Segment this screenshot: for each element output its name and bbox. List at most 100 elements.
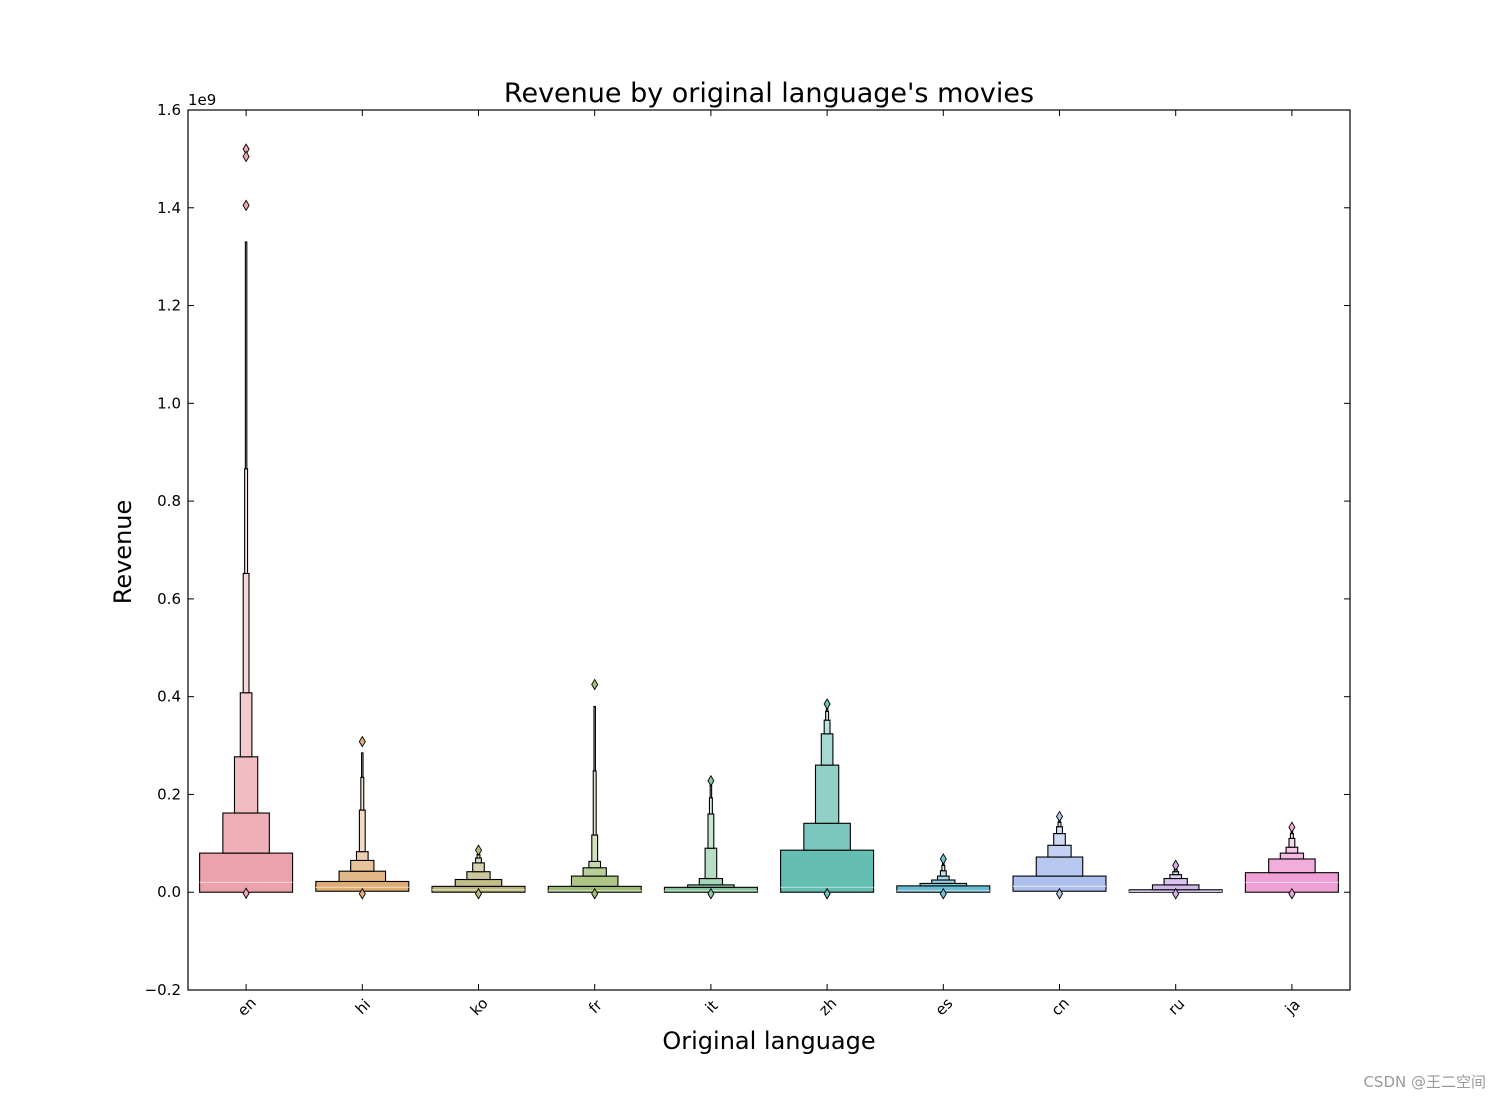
- boxen-box-en-4: [239, 692, 253, 758]
- boxen-box-ru-3: [1163, 877, 1188, 886]
- boxen-group-zh: [780, 698, 875, 900]
- boxen-box-it-3: [698, 877, 724, 886]
- y-tick-label: 0.6: [157, 590, 181, 608]
- boxen-box-it-7: [709, 784, 713, 799]
- boxen-box-zh-2: [803, 822, 851, 851]
- outlier-point-ko: [474, 887, 483, 900]
- boxen-box-zh-4: [820, 733, 834, 766]
- y-axis-title: Revenue: [109, 500, 137, 605]
- x-tick-label-ru: ru: [1164, 995, 1188, 1019]
- outlier-point-hi: [358, 887, 366, 900]
- boxen-box-en-1: [199, 852, 294, 893]
- boxen-box-ja-5: [1288, 837, 1296, 848]
- outlier-point-en: [242, 887, 250, 900]
- x-tick-label-hi: hi: [352, 996, 374, 1018]
- boxen-box-hi-7: [361, 752, 364, 778]
- boxen-group-ko: [431, 844, 526, 900]
- boxen-group-en: [199, 143, 294, 900]
- boxen-group-cn: [1012, 810, 1107, 900]
- x-axis-title: Original language: [662, 1027, 875, 1055]
- boxen-box-cn-2: [1035, 856, 1084, 877]
- boxen-box-en-5: [242, 572, 250, 694]
- x-tick-label-en: en: [234, 994, 260, 1020]
- boxen-box-cn-5: [1056, 826, 1063, 835]
- y-offset-label: 1e9: [188, 91, 216, 109]
- outlier-point-cn: [1055, 810, 1064, 823]
- boxen-box-fr-4: [588, 860, 602, 869]
- boxen-box-zh-6: [825, 710, 830, 721]
- boxen-box-it-6: [708, 797, 713, 815]
- boxen-box-en-6: [244, 468, 249, 575]
- boxen-box-hi-3: [350, 859, 375, 872]
- boxen-box-ko-3: [466, 871, 491, 881]
- boxen-box-fr-2: [570, 875, 619, 887]
- boxen-box-ru-4: [1169, 874, 1183, 880]
- y-tick-label: 1.6: [157, 101, 181, 119]
- outlier-point-ru: [1172, 859, 1180, 872]
- y-tick-label: 0.2: [157, 785, 181, 803]
- outlier-point-ru: [1172, 887, 1180, 900]
- boxen-box-cn-3: [1047, 844, 1072, 858]
- boxen-group-hi: [315, 735, 410, 900]
- boxen-box-zh-3: [814, 764, 840, 824]
- boxen-box-ko-4: [472, 862, 485, 873]
- boxen-group-ja: [1244, 821, 1339, 900]
- boxen-group-fr: [547, 678, 642, 900]
- boxen-box-ja-2: [1268, 858, 1316, 874]
- y-tick-label: 1.2: [157, 297, 181, 315]
- boxen-group-es: [896, 853, 991, 900]
- y-tick-label: 0.8: [157, 492, 181, 510]
- boxen-box-it-5: [707, 813, 715, 849]
- outlier-point-es: [939, 853, 947, 865]
- boxen-box-fr-5: [591, 834, 599, 862]
- outlier-point-fr: [591, 887, 599, 900]
- boxen-box-fr-7: [593, 705, 596, 772]
- boxen-box-ja-3: [1279, 852, 1305, 860]
- y-tick-label: −0.2: [145, 981, 181, 999]
- y-tick-label: 0.4: [157, 688, 181, 706]
- y-tick-label: 1.0: [157, 394, 181, 412]
- x-tick-label-ja: ja: [1281, 996, 1304, 1019]
- x-tick-label-ko: ko: [467, 994, 492, 1019]
- outlier-point-ja: [1288, 821, 1296, 834]
- boxen-box-hi-5: [358, 809, 366, 853]
- x-tick-label-es: es: [932, 994, 957, 1019]
- boxen-box-it-4: [704, 847, 718, 880]
- boxen-box-es-5: [939, 870, 947, 877]
- boxen-box-ko-2: [454, 878, 503, 887]
- outlier-point-ja: [1288, 887, 1296, 900]
- boxen-box-fr-6: [592, 770, 597, 836]
- watermark: CSDN @王二空间: [1363, 1073, 1486, 1091]
- y-tick-label: 0.0: [157, 883, 181, 901]
- x-tick-label-it: it: [702, 997, 722, 1017]
- boxen-box-cn-4: [1053, 833, 1066, 846]
- chart-title: Revenue by original language's movies: [504, 78, 1034, 109]
- plot-area: [199, 143, 1339, 900]
- boxen-box-zh-5: [823, 719, 831, 735]
- outlier-point-es: [939, 887, 947, 900]
- boxen-box-es-6: [941, 864, 946, 872]
- boxen-box-en-7: [244, 241, 248, 470]
- outlier-point-zh: [823, 698, 831, 710]
- boxen-box-ja-4: [1285, 846, 1299, 854]
- outlier-point-cn: [1055, 887, 1064, 900]
- boxen-box-zh-1: [780, 849, 875, 893]
- outlier-point-en: [242, 150, 250, 163]
- axes-frame: [187, 109, 1351, 991]
- outlier-point-it: [707, 774, 715, 787]
- boxen-box-cn-6: [1057, 821, 1062, 828]
- outlier-point-zh: [823, 887, 831, 900]
- boxen-box-ko-5: [475, 857, 482, 864]
- outlier-point-ko: [474, 844, 483, 857]
- boxen-box-en-3: [233, 756, 259, 814]
- outlier-point-fr: [591, 678, 599, 691]
- boxen-box-hi-2: [338, 870, 387, 883]
- boxen-box-hi-6: [360, 776, 365, 811]
- outlier-point-en: [242, 199, 250, 212]
- boxen-box-en-2: [222, 812, 270, 854]
- boxen-box-fr-3: [582, 867, 607, 877]
- outlier-point-it: [707, 887, 715, 900]
- boxen-box-hi-4: [355, 851, 369, 861]
- boxen-group-ru: [1128, 859, 1223, 900]
